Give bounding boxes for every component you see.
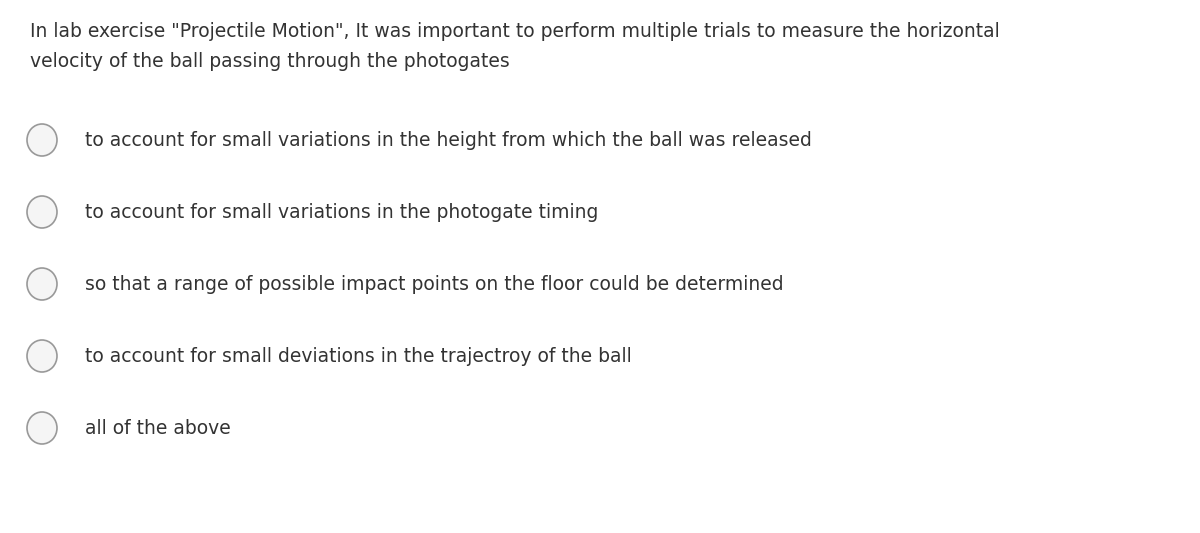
Text: all of the above: all of the above [85,418,230,438]
Ellipse shape [28,196,58,228]
Text: to account for small deviations in the trajectroy of the ball: to account for small deviations in the t… [85,346,631,366]
Text: In lab exercise "Projectile Motion", It was important to perform multiple trials: In lab exercise "Projectile Motion", It … [30,22,1000,41]
Text: to account for small variations in the height from which the ball was released: to account for small variations in the h… [85,131,812,149]
Ellipse shape [28,412,58,444]
Ellipse shape [28,340,58,372]
Ellipse shape [28,268,58,300]
Text: to account for small variations in the photogate timing: to account for small variations in the p… [85,203,599,222]
Text: velocity of the ball passing through the photogates: velocity of the ball passing through the… [30,52,510,71]
Text: so that a range of possible impact points on the floor could be determined: so that a range of possible impact point… [85,274,784,294]
Ellipse shape [28,124,58,156]
